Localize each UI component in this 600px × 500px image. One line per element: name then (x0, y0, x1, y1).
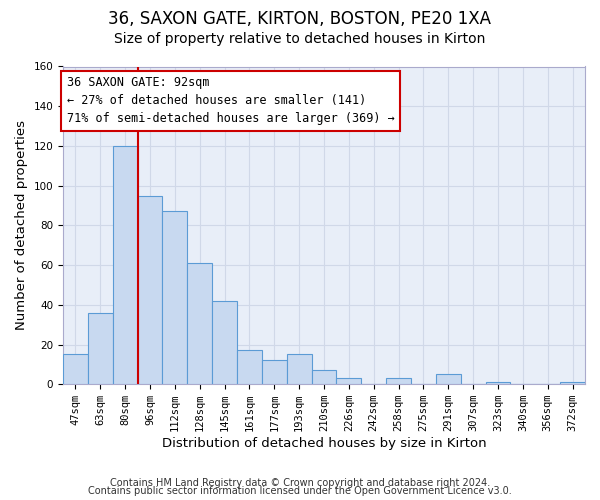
X-axis label: Distribution of detached houses by size in Kirton: Distribution of detached houses by size … (162, 437, 487, 450)
Bar (113, 146, 137, 384)
Bar (237, 350, 262, 384)
Text: Size of property relative to detached houses in Kirton: Size of property relative to detached ho… (115, 32, 485, 46)
Bar (163, 212, 187, 384)
Bar (287, 354, 311, 384)
Bar (88, 312, 113, 384)
Bar (311, 370, 337, 384)
Bar (436, 374, 461, 384)
Text: Contains HM Land Registry data © Crown copyright and database right 2024.: Contains HM Land Registry data © Crown c… (110, 478, 490, 488)
Bar (137, 196, 163, 384)
Bar (337, 378, 361, 384)
Bar (63, 354, 88, 384)
Bar (187, 263, 212, 384)
Bar (560, 382, 585, 384)
Bar (262, 360, 287, 384)
Bar (386, 378, 411, 384)
Bar (212, 301, 237, 384)
Text: 36 SAXON GATE: 92sqm
← 27% of detached houses are smaller (141)
71% of semi-deta: 36 SAXON GATE: 92sqm ← 27% of detached h… (67, 76, 395, 126)
Bar (485, 382, 511, 384)
Y-axis label: Number of detached properties: Number of detached properties (15, 120, 28, 330)
Text: Contains public sector information licensed under the Open Government Licence v3: Contains public sector information licen… (88, 486, 512, 496)
Text: 36, SAXON GATE, KIRTON, BOSTON, PE20 1XA: 36, SAXON GATE, KIRTON, BOSTON, PE20 1XA (109, 10, 491, 28)
